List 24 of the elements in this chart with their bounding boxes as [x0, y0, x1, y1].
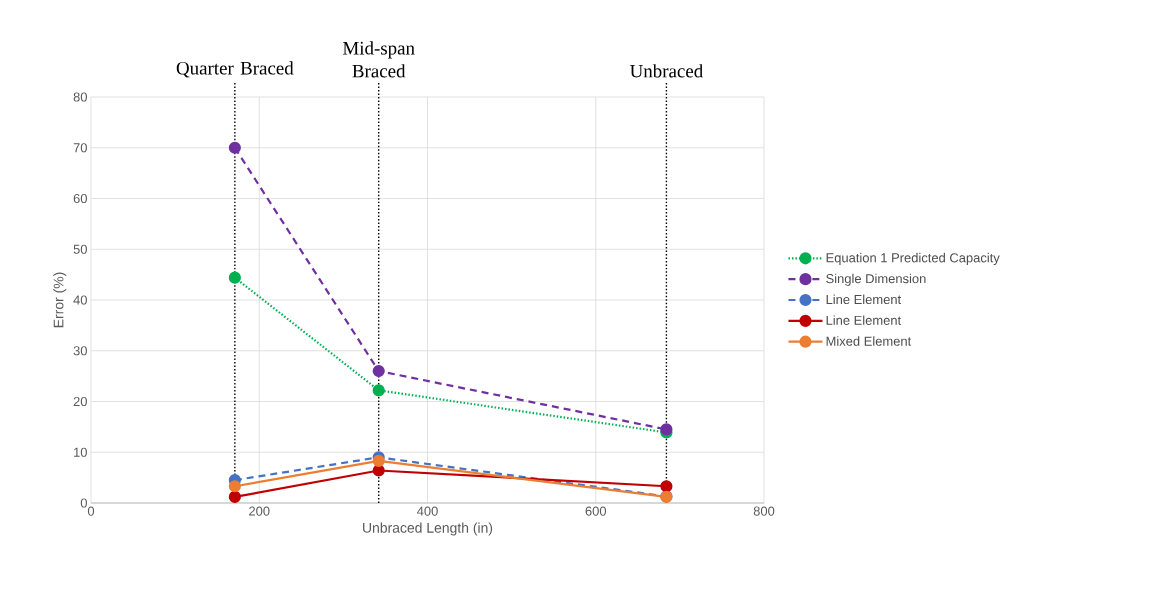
x-axis-title: Unbraced Length (in) [363, 522, 493, 536]
legend-label: Single Dimension [826, 273, 926, 286]
y-tick-label: 20 [73, 396, 87, 407]
x-tick-label: 600 [585, 506, 607, 516]
legend-label: Line Element [826, 315, 902, 325]
y-tick-label: 70 [73, 143, 87, 153]
y-tick-label: 10 [74, 447, 87, 457]
x-tick-label: 200 [249, 506, 270, 516]
ref-line-label: Quarter Braced [176, 61, 294, 78]
y-axis-title: Error (%) [53, 272, 67, 328]
x-tick-label: 400 [416, 506, 438, 516]
ref-line-label: Unbraced [630, 64, 703, 78]
y-tick-label: 0 [80, 498, 87, 508]
y-tick-label: 60 [73, 193, 87, 204]
y-tick-label: 30 [73, 346, 87, 356]
legend-label: Mixed Element [826, 336, 912, 346]
legend-label: Equation 1 Predicted Capacity [826, 252, 1000, 265]
y-tick-label: 80 [73, 92, 87, 102]
ref-line-label: Mid-span Braced [342, 41, 415, 78]
legend-label: Line Element [826, 294, 902, 305]
x-tick-label: 800 [753, 506, 775, 516]
x-tick-label: 0 [87, 506, 95, 516]
y-tick-label: 50 [73, 244, 87, 254]
y-tick-label: 40 [73, 295, 87, 305]
